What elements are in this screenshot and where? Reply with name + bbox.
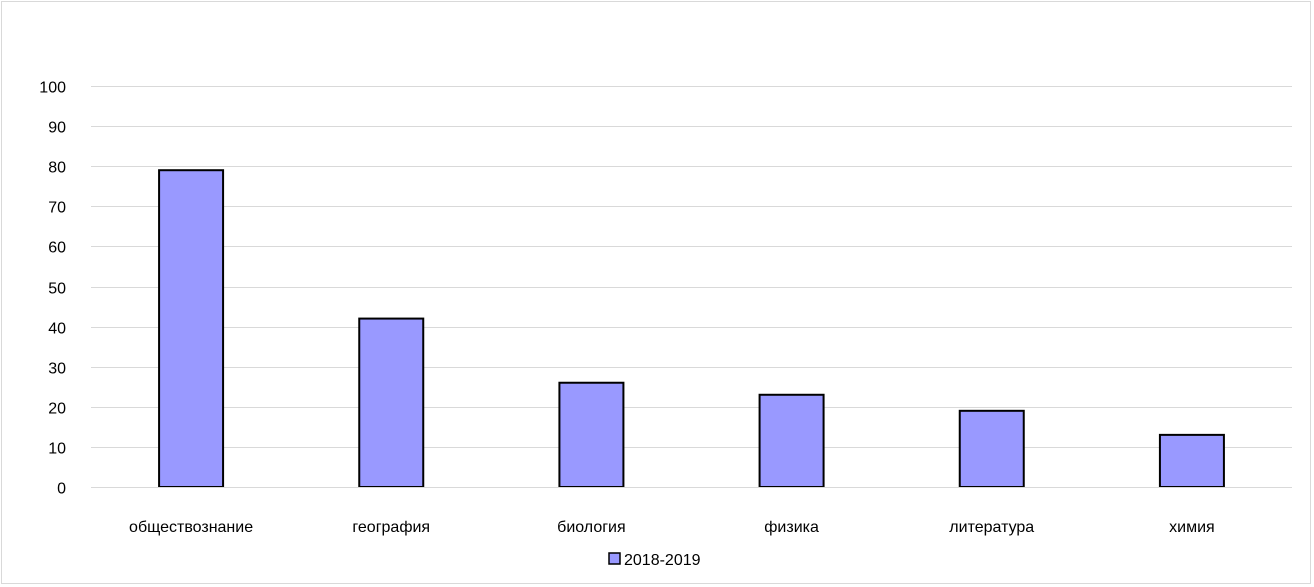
legend-label: 2018-2019 xyxy=(624,552,701,569)
legend: 2018-2019 xyxy=(608,552,701,569)
y-tick-label: 70 xyxy=(48,200,66,217)
gridlines xyxy=(91,86,1292,448)
x-tick-label: биология xyxy=(557,519,626,536)
bar-5 xyxy=(958,409,1025,488)
x-tick-label: физика xyxy=(764,519,819,536)
y-tick-label: 0 xyxy=(57,481,66,498)
x-tick-label: обществознание xyxy=(129,519,253,536)
x-tick-label: география xyxy=(352,519,430,536)
bar-1 xyxy=(158,169,225,489)
bar-3 xyxy=(558,381,625,488)
bar-2 xyxy=(358,317,425,488)
y-tick-label: 90 xyxy=(48,120,66,137)
y-tick-label: 80 xyxy=(48,160,66,177)
y-tick-label: 10 xyxy=(48,441,66,458)
legend-swatch xyxy=(608,552,621,565)
y-tick-label: 40 xyxy=(48,321,66,338)
y-tick-label: 20 xyxy=(48,401,66,418)
y-tick-label: 30 xyxy=(48,361,66,378)
y-tick-label: 60 xyxy=(48,240,66,257)
x-axis-tick-labels: обществознание география биология физика лит… xyxy=(129,519,1215,536)
y-tick-label: 100 xyxy=(39,80,66,97)
y-axis-tick-labels: 0 10 20 30 40 50 60 70 80 90 100 xyxy=(39,80,66,498)
x-tick-label: химия xyxy=(1169,519,1215,536)
bar-4 xyxy=(758,393,825,488)
bar-6 xyxy=(1158,433,1225,488)
bars xyxy=(158,169,1225,489)
y-tick-label: 50 xyxy=(48,281,66,298)
x-tick-label: литература xyxy=(949,519,1034,536)
